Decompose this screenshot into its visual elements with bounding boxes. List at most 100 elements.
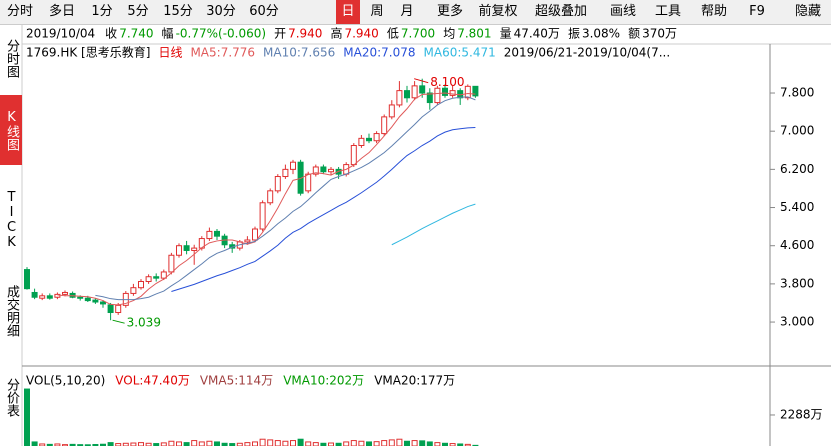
y-tick-label: 7.800 <box>780 86 814 100</box>
toolbar-button[interactable]: 5分 <box>127 4 149 19</box>
quote-value: 47.40万 <box>514 27 560 41</box>
toolbar-button[interactable]: 60分 <box>249 4 279 19</box>
candle-body <box>419 85 426 94</box>
volume-bar <box>388 439 395 446</box>
toolbar-button[interactable]: 工具 <box>654 4 681 19</box>
volume-bar <box>115 443 122 446</box>
ma-line <box>171 126 476 292</box>
chart-header: 1769.HK [思考乐教育] <box>26 45 150 60</box>
candle-body <box>54 293 61 298</box>
quote-value: -0.77%(-0.060) <box>176 27 267 41</box>
side-tab[interactable]: 分价表 <box>4 378 19 417</box>
volume-header: VOL(5,10,20) <box>26 374 105 388</box>
y-tick-label: 5.400 <box>780 200 814 214</box>
candle-body <box>449 90 456 96</box>
volume-header: VMA10:202万 <box>283 374 364 388</box>
toolbar-button[interactable]: F9 <box>749 4 765 19</box>
quote-label: 量 <box>500 27 512 41</box>
candle-body <box>206 230 213 240</box>
y-tick-label: 2288万 <box>780 407 823 421</box>
toolbar-button[interactable]: 帮助 <box>700 4 727 19</box>
candle-body <box>396 90 403 106</box>
quote-label: 振 <box>568 27 580 41</box>
candle-body <box>46 295 53 299</box>
toolbar-button[interactable]: 画线 <box>609 4 636 19</box>
candle-body <box>282 168 289 178</box>
side-tab[interactable]: TICK <box>4 190 19 250</box>
candle-body <box>24 269 30 290</box>
candle-body <box>77 296 84 299</box>
ma-line <box>57 92 476 306</box>
toolbar-button[interactable]: 分时 <box>6 4 33 19</box>
candle-body <box>328 168 334 173</box>
volume-bar <box>411 440 418 446</box>
quote-label: 2019/10/04 <box>26 27 95 41</box>
candle-body <box>274 176 281 192</box>
toolbar-button[interactable]: 更多 <box>436 4 463 19</box>
volume-bar <box>282 440 289 446</box>
volume-bar <box>198 441 205 446</box>
toolbar-button[interactable]: 1分 <box>91 4 113 19</box>
volume-bar <box>366 441 372 446</box>
volume-bar <box>358 440 365 446</box>
candle-body <box>138 280 144 289</box>
toolbar-button[interactable]: 超级叠加 <box>534 4 587 19</box>
candle-body <box>168 254 175 273</box>
candle-body <box>259 202 266 230</box>
volume-bar <box>267 439 274 446</box>
toolbar-button[interactable]: 日 <box>336 0 360 24</box>
y-tick-label: 4.600 <box>780 238 814 252</box>
volume-bar <box>191 440 198 446</box>
candle-body <box>464 85 471 99</box>
quote-label: 低 <box>387 27 399 41</box>
volume-bar <box>274 440 281 446</box>
candle-body <box>434 87 441 104</box>
toolbar-button[interactable]: 15分 <box>163 4 193 19</box>
candle-body <box>426 92 433 104</box>
side-tab[interactable]: 分时图 <box>4 38 19 78</box>
volume-bar <box>449 443 456 446</box>
volume-bar <box>168 440 175 446</box>
candle-body <box>191 247 198 251</box>
candle-body <box>31 291 38 298</box>
volume-bar <box>381 440 388 446</box>
volume-bar <box>457 443 464 446</box>
volume-bar <box>183 442 190 446</box>
volume-bar <box>138 442 144 446</box>
quote-value: 7.940 <box>288 27 322 41</box>
annotation-label: 3.039 <box>127 316 161 330</box>
candle-body <box>84 297 91 302</box>
toolbar-button[interactable]: 30分 <box>206 4 236 19</box>
volume-bar <box>290 440 296 446</box>
candle-body <box>472 85 479 97</box>
candle-body <box>320 166 327 173</box>
chart-header: MA10:7.656 <box>263 46 335 60</box>
volume-bar <box>77 444 84 446</box>
volume-bar <box>404 440 410 446</box>
volume-bar <box>84 444 91 446</box>
volume-bar <box>252 441 258 446</box>
candle-body <box>312 166 319 175</box>
quote-value: 7.700 <box>401 27 435 41</box>
volume-bar <box>54 443 61 446</box>
volume-bar <box>312 442 319 446</box>
toolbar-button[interactable]: 月 <box>400 4 414 19</box>
candle-body <box>404 90 410 99</box>
volume-bar <box>328 442 334 446</box>
quote-label: 额 <box>628 27 640 41</box>
quote-label: 开 <box>274 27 286 41</box>
quote-value: 7.940 <box>344 27 378 41</box>
side-tab[interactable]: K线图 <box>0 95 22 165</box>
candle-body <box>214 230 220 237</box>
annotation-label: 8.100 <box>430 75 464 89</box>
candle-body <box>290 161 296 170</box>
toolbar-button[interactable]: 周 <box>370 4 384 19</box>
toolbar-button[interactable]: 隐藏 <box>794 4 821 19</box>
chart-header: MA5:7.776 <box>190 46 255 60</box>
quote-value: 3.08% <box>582 27 620 41</box>
y-tick-label: 7.000 <box>780 124 814 138</box>
side-tab[interactable]: 成交明细 <box>4 285 19 337</box>
toolbar-button[interactable]: 前复权 <box>478 4 518 19</box>
toolbar-button[interactable]: 多日 <box>48 4 75 19</box>
